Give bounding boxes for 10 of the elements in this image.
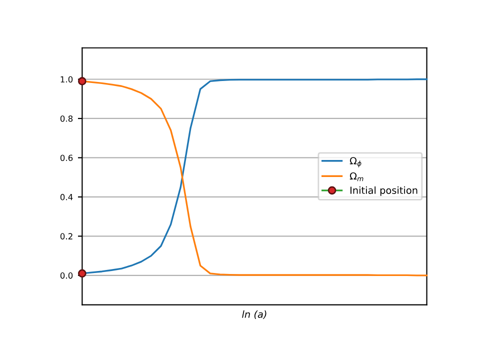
y-tick-label: 0.8 bbox=[60, 115, 73, 122]
y-tick-label: 0.2 bbox=[60, 233, 72, 240]
legend-label: Initial position bbox=[350, 186, 418, 196]
legend-label: Ω$_{ϕ}$ bbox=[350, 157, 362, 168]
y-tick-label: 1.0 bbox=[60, 76, 73, 83]
x-axis-title: ln (a) bbox=[242, 310, 266, 320]
y-tick-label: 0.4 bbox=[60, 194, 73, 200]
legend-label: Ω$_{m}$ bbox=[350, 172, 364, 182]
y-tick-label: 0.0 bbox=[60, 272, 73, 279]
y-tick-label: 0.6 bbox=[60, 154, 73, 161]
